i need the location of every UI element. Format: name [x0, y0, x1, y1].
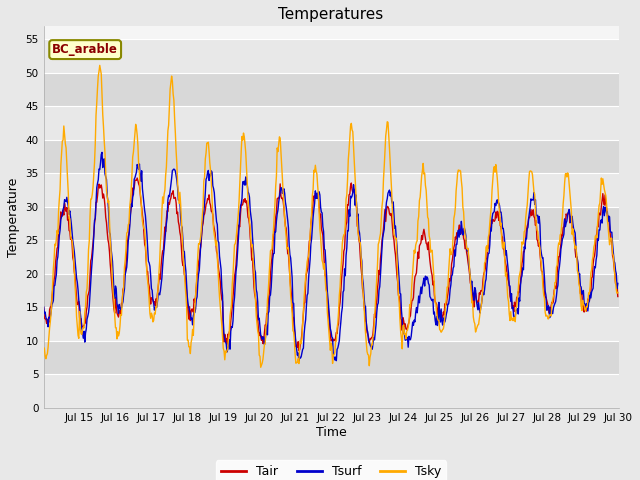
Tair — [392, 252, 399, 258]
Tair — [214, 251, 221, 257]
Tair — [424, 247, 431, 252]
X-axis label: Time: Time — [316, 426, 346, 439]
Title: Temperatures: Temperatures — [278, 7, 384, 22]
Line: Tsurf: Tsurf — [44, 152, 618, 361]
Tsky — [40, 345, 47, 350]
Tsurf — [40, 304, 47, 310]
Bar — [44, 173, 618, 207]
Tair — [242, 200, 250, 205]
Bar — [44, 107, 618, 140]
Tsky — [424, 215, 431, 220]
Bar — [44, 374, 618, 408]
Tsurf — [214, 222, 221, 228]
Tair — [133, 175, 141, 181]
Tsky — [614, 290, 621, 296]
Tsurf — [614, 281, 621, 287]
Tair — [107, 271, 115, 276]
Tsky — [96, 62, 104, 68]
Tsurf — [264, 332, 271, 338]
Tsky — [264, 289, 272, 295]
Tsurf — [98, 149, 106, 155]
Tsurf — [424, 276, 431, 281]
Tair — [295, 348, 303, 353]
Line: Tsky: Tsky — [44, 65, 618, 367]
Tsurf — [295, 359, 303, 364]
Tsky — [257, 364, 264, 370]
Tair — [264, 311, 271, 317]
Tsurf — [242, 174, 250, 180]
Bar — [44, 274, 618, 308]
Y-axis label: Temperature: Temperature — [7, 177, 20, 257]
Tsky — [108, 264, 116, 269]
Tsky — [214, 255, 221, 261]
Bar — [44, 140, 618, 173]
Bar — [44, 308, 618, 341]
Tair — [614, 294, 621, 300]
Tsurf — [108, 252, 116, 258]
Tsky — [242, 150, 250, 156]
Line: Tair: Tair — [44, 178, 618, 350]
Legend: Tair, Tsurf, Tsky: Tair, Tsurf, Tsky — [216, 460, 446, 480]
Tsurf — [392, 223, 399, 229]
Bar — [44, 341, 618, 374]
Bar — [44, 39, 618, 73]
Bar — [44, 240, 618, 274]
Tair — [40, 305, 47, 311]
Bar — [44, 207, 618, 240]
Text: BC_arable: BC_arable — [52, 43, 118, 56]
Tsky — [392, 236, 399, 241]
Bar — [44, 73, 618, 107]
